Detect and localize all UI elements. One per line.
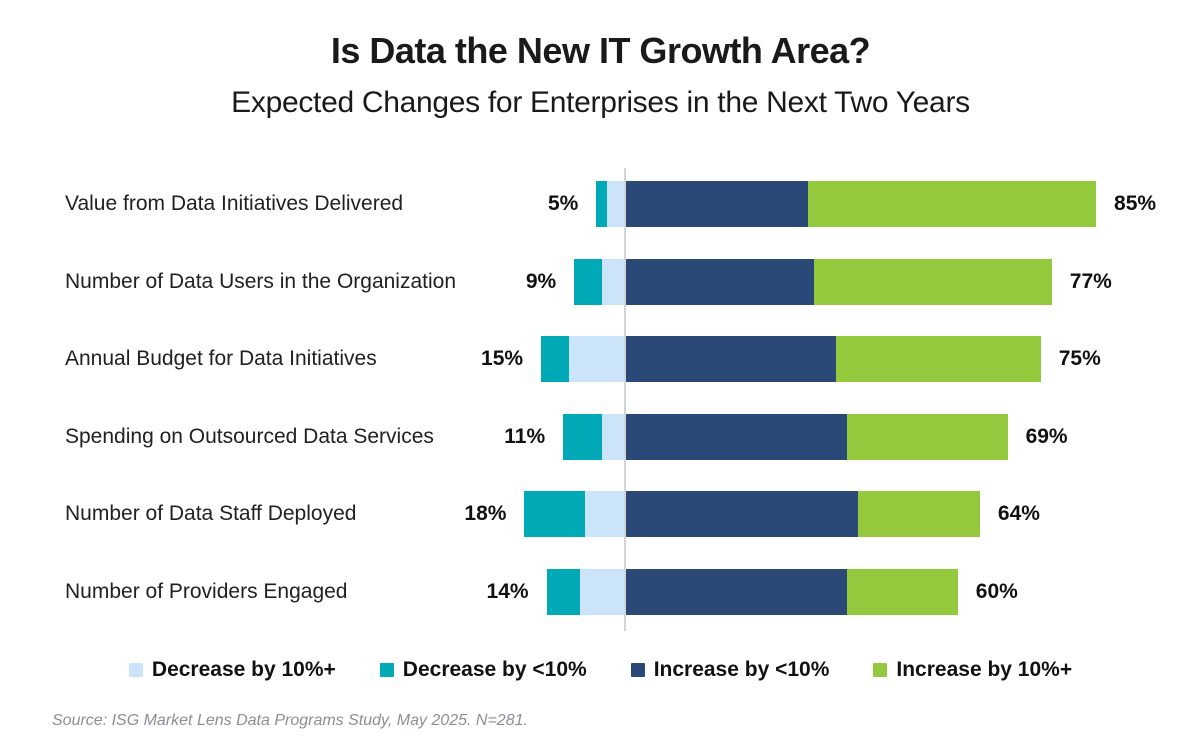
bar-segment-decrease-lt10 (596, 181, 608, 227)
decrease-total-label: 9% (525, 269, 557, 293)
chart-title: Is Data the New IT Growth Area? (330, 30, 871, 71)
legend-label: Decrease by 10%+ (151, 658, 336, 681)
legend-item-increase-10plus: Increase by 10%+ (873, 658, 1072, 682)
bar-segment-increase-10plus (847, 413, 1008, 460)
source-note: Source: ISG Market Lens Data Programs St… (52, 712, 528, 729)
chart-subtitle: Expected Changes for Enterprises in the … (231, 86, 970, 119)
legend-label: Increase by <10% (653, 658, 830, 681)
zero-axis-line (624, 168, 626, 631)
bar-segment-decrease-10plus (585, 491, 624, 538)
bar-segment-decrease-lt10 (524, 491, 586, 538)
legend-item-decrease-lt10: Decrease by <10% (379, 658, 587, 682)
bar-segment-decrease-lt10 (541, 336, 569, 383)
legend-label: Decrease by <10% (402, 658, 587, 681)
legend-label: Increase by 10%+ (896, 658, 1073, 681)
category-label: Annual Budget for Data Initiatives (65, 347, 377, 371)
chart-row: Spending on Outsourced Data Services 11% 6… (0, 413, 1201, 460)
increase-total-label: 60% (975, 580, 1018, 603)
category-label: Number of Data Users in the Organization (65, 269, 457, 293)
bar-segment-increase-10plus (814, 258, 1052, 305)
category-label: Value from Data Initiatives Delivered (65, 192, 404, 215)
increase-total-label: 69% (1025, 424, 1068, 448)
decrease-total-label: 15% (481, 347, 524, 371)
legend-item-decrease-10plus: Decrease by 10%+ (128, 658, 336, 682)
bar-segment-decrease-lt10 (574, 258, 602, 305)
bar-segment-increase-lt10 (626, 258, 815, 305)
bar-segment-increase-lt10 (626, 569, 848, 615)
bar-segment-decrease-lt10 (546, 569, 580, 615)
bar-segment-increase-10plus (836, 336, 1041, 383)
category-label: Spending on Outsourced Data Services (65, 424, 434, 448)
bar-segment-increase-10plus (847, 569, 958, 615)
chart-row: Value from Data Initiatives Delivered 5% 8… (0, 181, 1201, 227)
legend-swatch-increase-10plus-icon (873, 663, 888, 677)
bar-segment-decrease-10plus (601, 413, 624, 460)
bar-segment-decrease-10plus (568, 336, 624, 383)
chart-row: Annual Budget for Data Initiatives 15% 75% (0, 336, 1201, 383)
bar-segment-decrease-lt10 (563, 413, 602, 460)
increase-total-label: 64% (997, 502, 1040, 526)
chart-row: Number of Providers Engaged 14% 60% (0, 569, 1201, 615)
chart-row: Number of Data Staff Deployed 18% 64% (0, 491, 1201, 538)
chart-row: Number of Data Users in the Organization… (0, 258, 1201, 305)
legend-swatch-decrease-10plus-icon (128, 663, 143, 677)
bar-segment-decrease-10plus (579, 569, 624, 615)
increase-total-label: 77% (1069, 269, 1112, 293)
increase-total-label: 75% (1058, 347, 1101, 371)
bar-segment-increase-lt10 (626, 336, 837, 383)
decrease-total-label: 11% (504, 424, 546, 448)
legend-swatch-decrease-lt10-icon (379, 663, 394, 677)
legend: Decrease by 10%+ Decrease by <10% Increa… (0, 658, 1201, 682)
bar-segment-increase-10plus (858, 491, 980, 538)
bar-segment-decrease-10plus (607, 181, 624, 227)
category-label: Number of Data Staff Deployed (65, 502, 357, 526)
increase-total-label: 85% (1114, 192, 1157, 215)
bar-segment-increase-lt10 (626, 181, 809, 227)
legend-swatch-increase-lt10-icon (630, 663, 645, 677)
bar-segment-increase-10plus (808, 181, 1097, 227)
diverging-stacked-bar-chart: Value from Data Initiatives Delivered 5% 8… (0, 168, 1201, 631)
bar-segment-increase-lt10 (626, 491, 859, 538)
category-label: Number of Providers Engaged (65, 580, 348, 603)
decrease-total-label: 14% (486, 580, 529, 603)
decrease-total-label: 18% (464, 502, 507, 526)
legend-item-increase-lt10: Increase by <10% (630, 658, 830, 682)
bar-segment-increase-lt10 (626, 413, 848, 460)
bar-segment-decrease-10plus (601, 258, 624, 305)
decrease-total-label: 5% (547, 192, 579, 215)
